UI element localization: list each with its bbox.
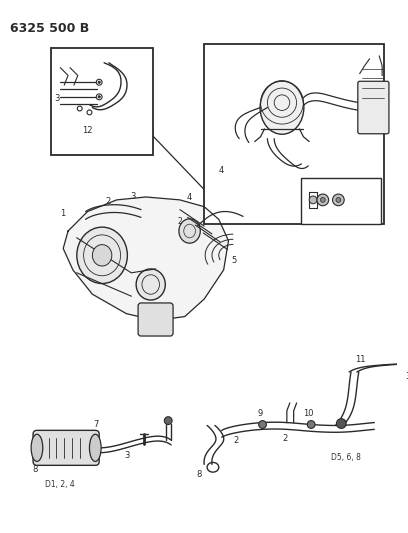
Circle shape	[96, 94, 102, 100]
Text: D5, 6, 8: D5, 6, 8	[330, 453, 361, 462]
Circle shape	[87, 110, 92, 115]
Text: 2: 2	[233, 435, 239, 445]
FancyBboxPatch shape	[138, 303, 173, 336]
Text: 6325 500 B: 6325 500 B	[10, 22, 89, 35]
Bar	[302, 177, 381, 224]
Circle shape	[98, 95, 100, 98]
Text: 1: 1	[60, 209, 66, 218]
Circle shape	[333, 194, 344, 206]
Text: 5: 5	[231, 256, 237, 265]
Text: 8: 8	[32, 465, 38, 474]
Ellipse shape	[260, 81, 304, 134]
Text: 10: 10	[304, 409, 314, 418]
Circle shape	[259, 421, 266, 429]
Ellipse shape	[77, 227, 127, 284]
Polygon shape	[63, 197, 228, 320]
Circle shape	[336, 197, 341, 203]
Bar	[51, 48, 153, 155]
Text: 12: 12	[82, 126, 92, 135]
Circle shape	[98, 81, 100, 83]
Ellipse shape	[136, 269, 165, 300]
Circle shape	[309, 196, 317, 204]
Bar	[204, 44, 384, 224]
Circle shape	[317, 194, 329, 206]
Circle shape	[96, 79, 102, 85]
Circle shape	[164, 417, 172, 424]
Circle shape	[77, 106, 82, 111]
Text: 9: 9	[258, 409, 263, 418]
Text: 7: 7	[93, 420, 99, 429]
Text: 3: 3	[406, 373, 408, 381]
FancyBboxPatch shape	[33, 430, 99, 465]
Text: 2: 2	[105, 197, 110, 206]
Text: 3: 3	[124, 451, 130, 460]
Text: 3: 3	[54, 94, 60, 103]
Text: 2: 2	[282, 434, 287, 442]
Text: 4: 4	[187, 193, 192, 203]
Circle shape	[307, 421, 315, 429]
Circle shape	[320, 197, 325, 203]
Text: 14: 14	[304, 215, 314, 224]
Text: 2: 2	[178, 217, 183, 226]
Text: 13: 13	[348, 215, 358, 224]
Text: 8: 8	[196, 470, 202, 479]
FancyBboxPatch shape	[358, 81, 389, 134]
Text: 3: 3	[130, 191, 136, 200]
Ellipse shape	[31, 434, 43, 462]
Text: D1, 2, 4: D1, 2, 4	[45, 480, 75, 489]
Ellipse shape	[89, 434, 101, 462]
Text: 11: 11	[355, 355, 366, 364]
Ellipse shape	[92, 245, 112, 266]
Ellipse shape	[179, 219, 200, 243]
Circle shape	[337, 418, 346, 429]
Text: 4: 4	[219, 166, 224, 175]
